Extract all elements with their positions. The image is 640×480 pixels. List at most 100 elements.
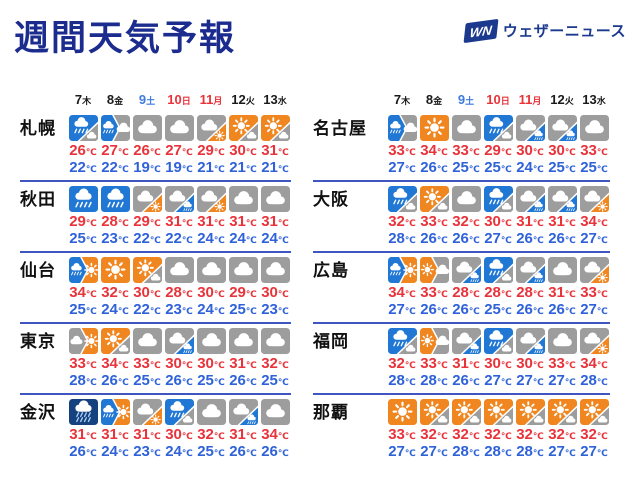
forecast-cell: 32℃ 26℃ [450, 186, 482, 248]
forecast-cell: 33℃ 28℃ [418, 328, 450, 390]
forecast-table-left: 7木 8金 9土 10日 11月 12火 13水 札幌 26℃ 22℃ 27℃ 22℃ 26℃ 19℃ 27… [20, 91, 291, 464]
low-temp: 25℃ [229, 301, 257, 318]
day-number: 11 [518, 92, 533, 107]
forecast-cell: 34℃ 25℃ [67, 257, 99, 319]
low-temp: 27℃ [484, 230, 512, 247]
weather-icon-sunny [100, 257, 130, 285]
low-temp: 26℃ [452, 372, 480, 389]
forecast-cell: 34℃ 26℃ [418, 115, 450, 177]
low-temp: 19℃ [165, 159, 193, 176]
low-temp: 22℃ [165, 230, 193, 247]
high-temp: 33℃ [133, 355, 161, 372]
forecast-cell: 31℃ 26℃ [227, 399, 259, 461]
low-temp: 26℃ [69, 443, 97, 460]
high-temp: 27℃ [165, 142, 193, 159]
forecast-cell: 34℃ 26℃ [259, 399, 291, 461]
low-temp: 28℃ [388, 230, 416, 247]
weather-icon-rain-to-sunny [100, 399, 130, 427]
forecast-cell: 32℃ 25℃ [259, 328, 291, 390]
high-temp: 30℃ [484, 213, 512, 230]
low-temp: 25℃ [197, 443, 225, 460]
forecast-cell: 29℃ 21℃ [195, 115, 227, 177]
low-temp: 24℃ [165, 443, 193, 460]
high-temp: 30℃ [165, 426, 193, 443]
low-temp: 27℃ [580, 301, 608, 318]
city-row-名古屋: 名古屋 33℃ 27℃ 34℃ 26℃ 33℃ 25℃ 29℃ 25℃ 30℃ 24℃ 30℃ 25℃ 3… [313, 111, 610, 182]
low-temp: 26℃ [516, 230, 544, 247]
low-temp: 27℃ [484, 372, 512, 389]
logo-text: ウェザーニュース [502, 23, 626, 40]
low-temp: 25℃ [580, 159, 608, 176]
weather-icon-cloudy [164, 115, 194, 143]
forecast-cell: 33℃ 25℃ [450, 115, 482, 177]
weather-icon-cloudy [260, 186, 290, 214]
forecast-cell: 31℃ 24℃ [99, 399, 131, 461]
day-weekday: 月 [213, 96, 223, 106]
day-number: 12 [550, 92, 565, 107]
weather-icon-cloudy [228, 257, 258, 285]
high-temp: 32℃ [452, 426, 480, 443]
low-temp: 21℃ [229, 159, 257, 176]
weather-icon-rain-then-cloudy [483, 186, 513, 214]
low-temp: 26℃ [261, 443, 289, 460]
low-temp: 22℃ [133, 230, 161, 247]
forecast-cell: 33℃ 25℃ [131, 328, 163, 390]
forecast-cell: 33℃ 25℃ [578, 115, 610, 177]
forecast-cell: 33℃ 26℃ [418, 186, 450, 248]
weather-icon-cloudy-then-rain [451, 257, 481, 285]
low-temp: 25℃ [197, 372, 225, 389]
day-header-7: 7木 [67, 91, 99, 109]
forecast-tables: 7木 8金 9土 10日 11月 12火 13水 札幌 26℃ 22℃ 27℃ 22℃ 26℃ 19℃ 27… [20, 91, 640, 464]
day-weekday: 月 [532, 96, 542, 106]
weather-icon-sunny [419, 115, 449, 143]
city-name: 那覇 [313, 403, 349, 422]
city-name: 金沢 [20, 403, 56, 422]
low-temp: 26℃ [420, 301, 448, 318]
forecast-cell: 31℃ 26℃ [227, 328, 259, 390]
forecast-cell: 28℃ 23℃ [99, 186, 131, 248]
forecast-cell: 30℃ 27℃ [514, 328, 546, 390]
low-temp: 28℃ [452, 443, 480, 460]
forecast-cell: 31℃ 23℃ [131, 399, 163, 461]
weathernews-logo: WN ウェザーニュース [463, 18, 626, 43]
weather-icon-sunny [387, 399, 417, 427]
high-temp: 34℃ [580, 355, 608, 372]
high-temp: 32℃ [580, 426, 608, 443]
high-temp: 31℃ [101, 426, 129, 443]
high-temp: 28℃ [165, 284, 193, 301]
day-header-spacer [20, 91, 67, 109]
low-temp: 24℃ [229, 230, 257, 247]
day-header-8: 8金 [418, 91, 450, 109]
low-temp: 26℃ [420, 230, 448, 247]
high-temp: 31℃ [548, 284, 576, 301]
low-temp: 25℃ [484, 159, 512, 176]
day-weekday: 日 [500, 96, 510, 106]
forecast-cell: 32℃ 28℃ [386, 328, 418, 390]
weather-icon-cloudy-then-sunny [196, 186, 226, 214]
weather-icon-cloudy-then-rain [164, 328, 194, 356]
high-temp: 31℃ [197, 213, 225, 230]
city-row-広島: 広島 34℃ 27℃ 33℃ 26℃ 28℃ 26℃ 28℃ 25℃ 28℃ 26℃ 31℃ 26℃ 33… [313, 253, 610, 324]
forecast-cell: 29℃ 22℃ [131, 186, 163, 248]
weather-icon-sunny-then-cloudy [100, 328, 130, 356]
forecast-cell: 30℃ 26℃ [163, 328, 195, 390]
low-temp: 28℃ [420, 372, 448, 389]
high-temp: 32℃ [452, 213, 480, 230]
high-temp: 32℃ [388, 213, 416, 230]
forecast-cell: 33℃ 27℃ [546, 328, 578, 390]
city-row-東京: 東京 33℃ 28℃ 34℃ 26℃ 33℃ 25℃ 30℃ 26℃ 30℃ 25℃ 31℃ 26℃ 32… [20, 324, 291, 395]
day-weekday: 水 [277, 96, 287, 106]
forecast-cell: 32℃ 27℃ [418, 399, 450, 461]
day-header-9: 9土 [131, 91, 163, 109]
weather-icon-cloudy-then-rain [515, 186, 545, 214]
high-temp: 33℃ [388, 142, 416, 159]
low-temp: 25℃ [452, 159, 480, 176]
low-temp: 23℃ [261, 301, 289, 318]
low-temp: 23℃ [101, 230, 129, 247]
low-temp: 19℃ [133, 159, 161, 176]
day-weekday: 土 [146, 96, 156, 106]
weather-icon-cloudy-to-sunny [68, 328, 98, 356]
forecast-cell: 31℃ 24℃ [227, 186, 259, 248]
low-temp: 25℃ [69, 230, 97, 247]
day-number: 11 [199, 92, 214, 107]
